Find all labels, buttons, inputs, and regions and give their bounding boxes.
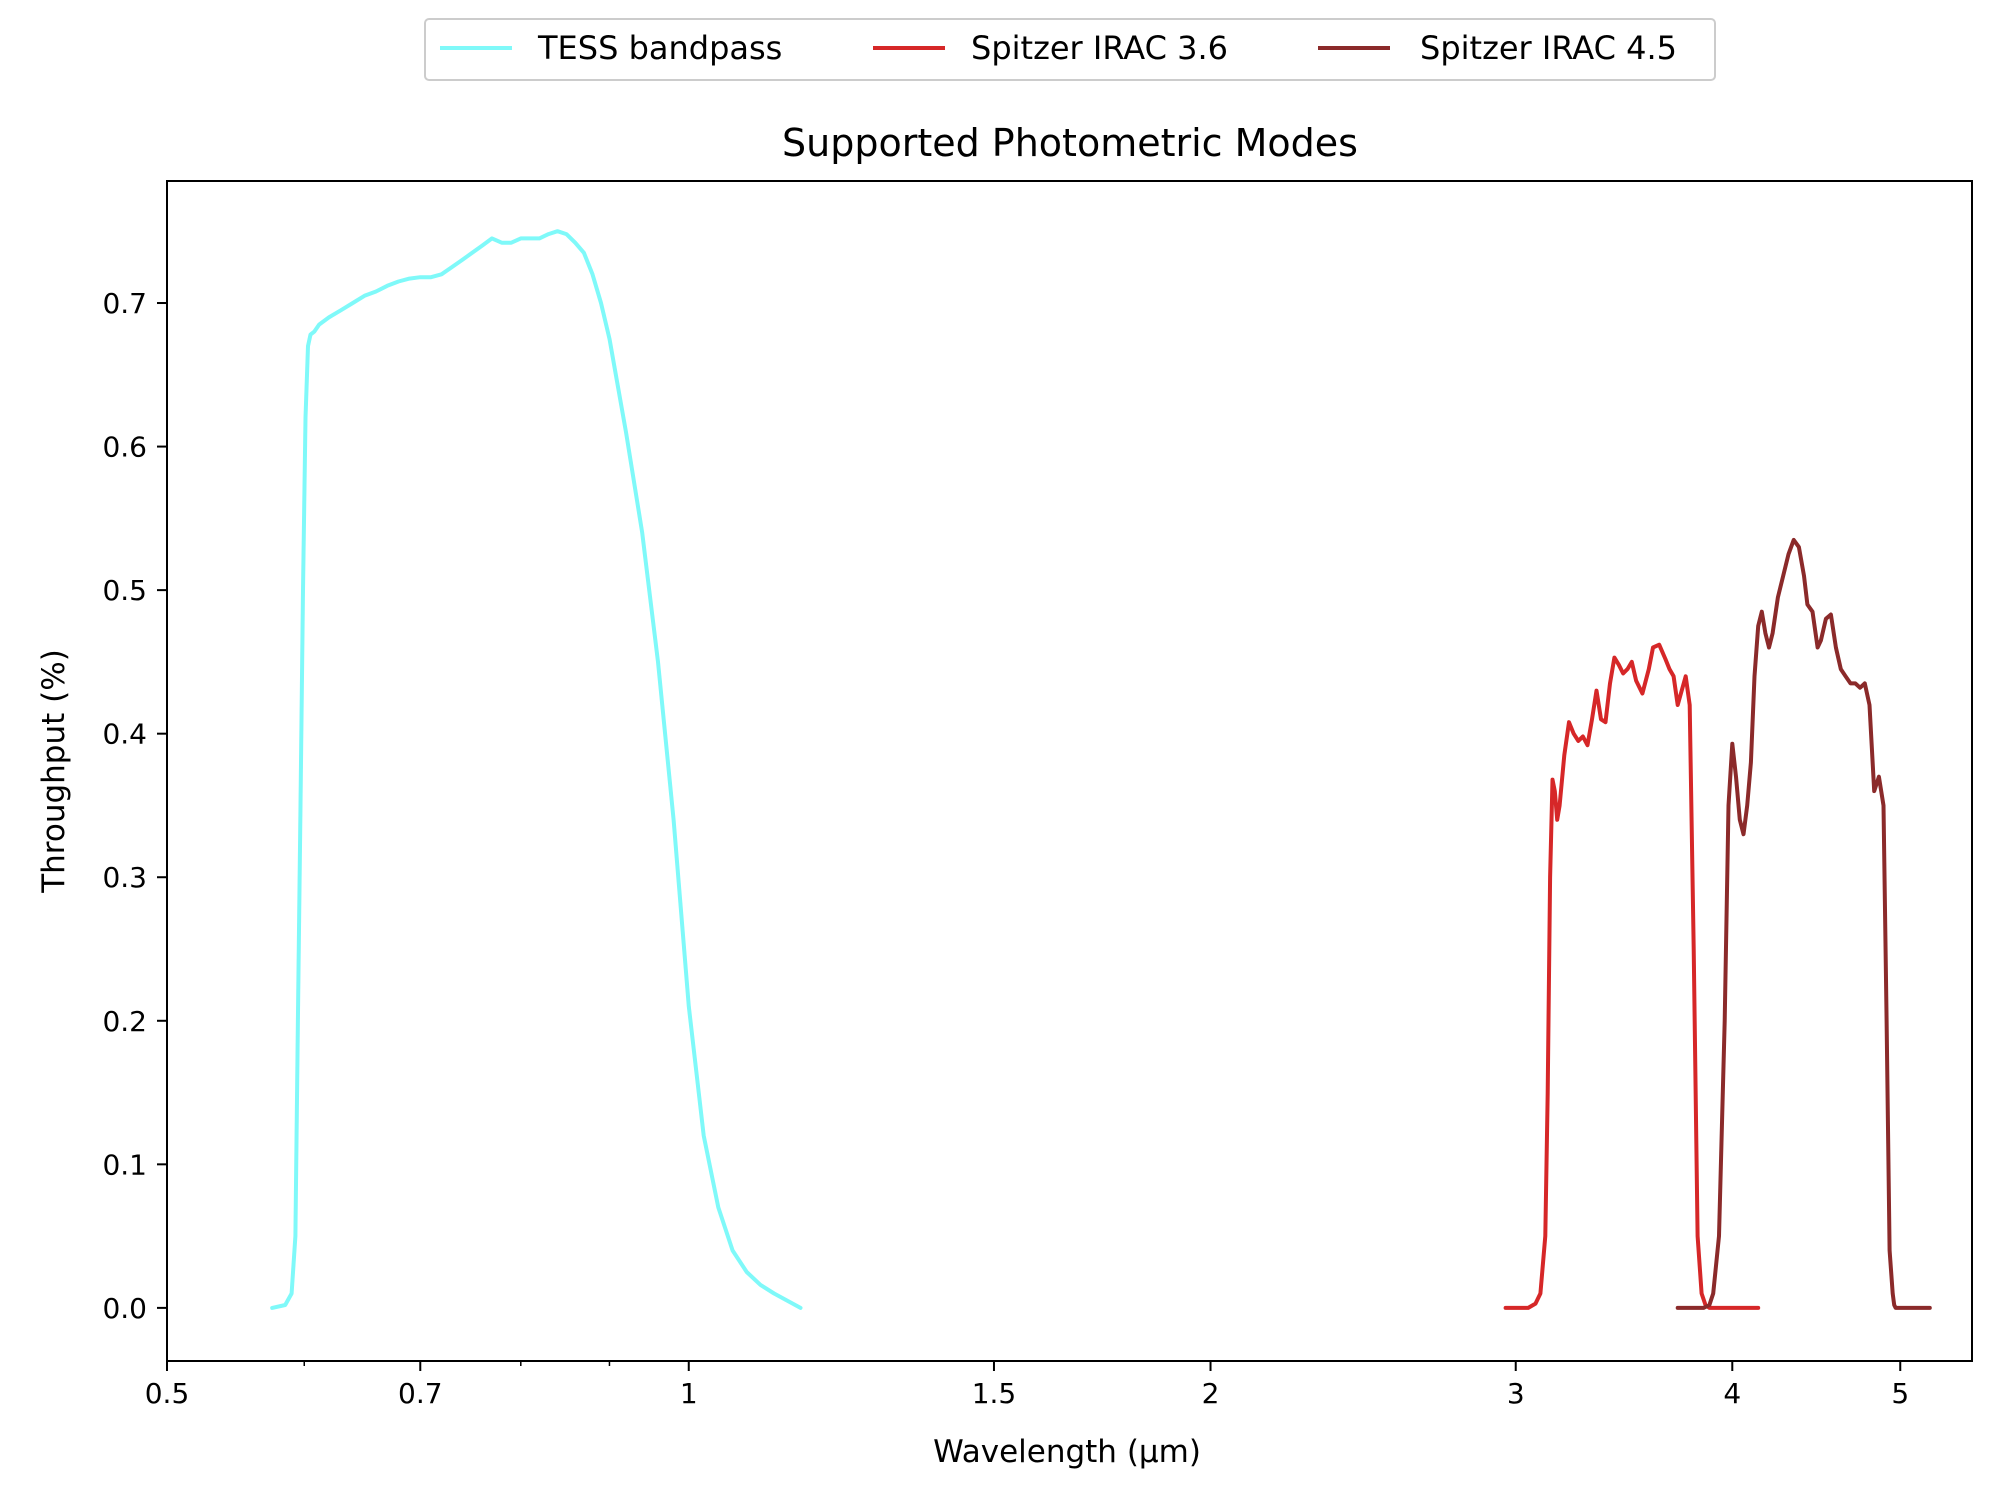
y-axis-label: Throughput (%) [36,649,72,894]
y-tick-label: 0.5 [102,574,147,607]
y-tick-label: 0.4 [102,718,147,751]
y-tick-label: 0.2 [102,1005,147,1038]
y-tick-label: 0.7 [102,287,147,320]
x-tick-label: 0.7 [398,1377,443,1410]
x-tick-label: 5 [1891,1377,1909,1410]
x-tick-label: 2 [1202,1377,1220,1410]
series-line-1 [270,229,803,1310]
plot-area: 0.5 0.7 1 1.5 2 3 4 5 0.0 0.1 0.2 0.3 0.4 0.5 0.6 0.7 [102,229,1932,1410]
legend: TESS bandpass Spitzer IRAC 3.6 Spitzer I… [424,18,1716,81]
legend-label-irac36: Spitzer IRAC 3.6 [971,29,1228,67]
series-line-3 [1675,537,1932,1310]
y-tick-label: 0.0 [102,1292,147,1325]
y-tick-label: 0.1 [102,1148,147,1181]
y-tick-label: 0.3 [102,861,147,894]
plot-frame [166,180,1973,1362]
x-tick-label: 1 [680,1377,698,1410]
series-line-2 [1503,642,1761,1310]
chart-title: Supported Photometric Modes [782,121,1358,165]
x-axis-label: Wavelength (μm) [933,1434,1201,1470]
x-tick-label: 3 [1507,1377,1525,1410]
legend-label-tess: TESS bandpass [537,29,782,67]
x-tick-label: 1.5 [972,1377,1017,1410]
x-tick-label: 4 [1723,1377,1741,1410]
x-tick-label: 0.5 [145,1377,190,1410]
y-tick-label: 0.6 [102,431,147,464]
legend-box [424,18,1716,81]
legend-label-irac45: Spitzer IRAC 4.5 [1420,29,1677,67]
